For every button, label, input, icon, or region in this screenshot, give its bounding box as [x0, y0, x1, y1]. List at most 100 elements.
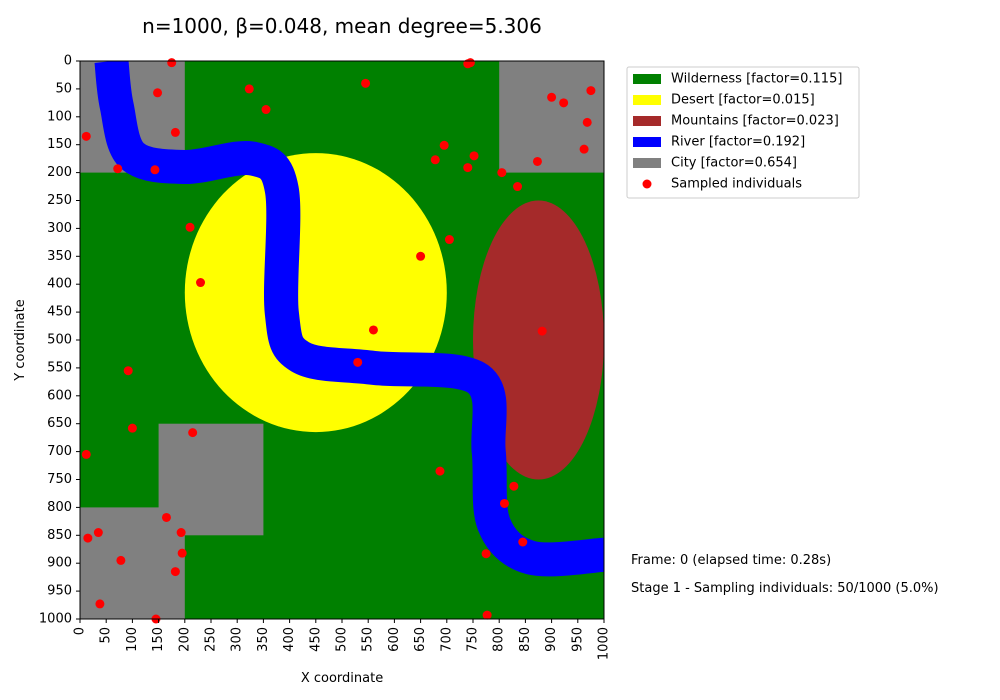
- y-tick-label: 250: [47, 193, 72, 208]
- x-tick-label: 700: [439, 627, 454, 652]
- sample-point-7: [261, 105, 271, 115]
- sample-point-27: [196, 278, 206, 288]
- sample-point-5: [153, 88, 163, 98]
- sample-point-17: [430, 155, 440, 165]
- legend-swatch-wilderness: [633, 74, 661, 84]
- y-tick-label: 900: [47, 556, 72, 571]
- y-tick-label: 650: [47, 416, 72, 431]
- y-tick-label: 0: [64, 54, 72, 69]
- sample-point-3: [463, 59, 473, 69]
- sample-point-49: [482, 610, 492, 620]
- sample-point-47: [95, 599, 105, 609]
- legend-label-points: Sampled individuals: [671, 177, 802, 192]
- sample-point-10: [586, 86, 596, 96]
- legend-label-wilderness: Wilderness [factor=0.115]: [671, 72, 842, 87]
- y-tick-label: 600: [47, 388, 72, 403]
- y-tick-label: 300: [47, 221, 72, 236]
- sample-point-37: [499, 498, 509, 508]
- sample-point-46: [170, 567, 180, 577]
- sample-point-35: [435, 466, 445, 476]
- sample-point-23: [513, 182, 523, 192]
- x-axis: 0 50 100 150 200 250 300 350 400 450 500 550 600 650 7…: [73, 619, 612, 660]
- sample-point-22: [532, 156, 542, 166]
- x-tick-label: 800: [492, 627, 507, 652]
- x-tick-label: 500: [335, 627, 350, 652]
- desert-region: [184, 153, 447, 433]
- stage-info: Stage 1 - Sampling individuals: 50/1000 …: [631, 581, 939, 596]
- sample-point-38: [161, 512, 171, 522]
- legend-swatch-desert: [633, 95, 661, 105]
- legend-label-river: River [factor=0.192]: [671, 135, 805, 150]
- sample-point-45: [116, 555, 126, 565]
- y-tick-label: 550: [47, 360, 72, 375]
- y-tick-label: 200: [47, 165, 72, 180]
- x-tick-label: 350: [256, 627, 271, 652]
- y-tick-label: 800: [47, 500, 72, 515]
- legend-label-mountains: Mountains [factor=0.023]: [671, 114, 839, 129]
- y-tick-label: 100: [47, 109, 72, 124]
- sampled-individuals: [81, 58, 596, 624]
- sample-point-25: [444, 235, 454, 245]
- x-tick-label: 850: [518, 627, 533, 652]
- sample-point-20: [150, 165, 160, 175]
- x-tick-label: 650: [413, 627, 428, 652]
- sample-point-39: [176, 528, 186, 538]
- sample-point-33: [188, 428, 198, 438]
- sample-point-28: [368, 325, 378, 335]
- sample-point-14: [439, 140, 449, 150]
- city-region-2: [499, 61, 604, 173]
- sample-point-16: [469, 151, 479, 161]
- legend: Wilderness [factor=0.115] Desert [factor=…: [626, 66, 860, 199]
- city-region-4: [80, 507, 185, 619]
- sample-point-18: [463, 163, 473, 173]
- y-tick-label: 400: [47, 277, 72, 292]
- x-tick-label: 400: [282, 627, 297, 652]
- x-tick-label: 150: [151, 627, 166, 652]
- x-tick-label: 250: [204, 627, 219, 652]
- y-axis-title: Y coordinate: [13, 299, 28, 381]
- sample-point-34: [81, 449, 91, 459]
- x-axis-title: X coordinate: [301, 671, 383, 686]
- y-tick-label: 350: [47, 249, 72, 264]
- x-tick-label: 550: [361, 627, 376, 652]
- y-tick-label: 1000: [39, 612, 72, 627]
- legend-marker-points: [642, 179, 652, 189]
- y-tick-label: 850: [47, 528, 72, 543]
- y-tick-label: 700: [47, 444, 72, 459]
- legend-frame: [626, 66, 860, 199]
- plot-frame: [79, 60, 605, 620]
- sample-point-9: [559, 98, 569, 108]
- sample-point-13: [582, 117, 592, 127]
- sample-point-40: [93, 528, 103, 538]
- x-tick-label: 200: [177, 627, 192, 652]
- sample-point-15: [579, 144, 589, 154]
- sample-point-26: [416, 251, 426, 261]
- y-tick-label: 50: [55, 81, 72, 96]
- y-axis: 0 50 100 150 200 250 300 350 400 450 500 550 600 650 7…: [39, 54, 80, 627]
- sample-point-19: [113, 164, 123, 174]
- y-tick-label: 450: [47, 305, 72, 320]
- sample-point-42: [518, 537, 528, 547]
- legend-swatch-city: [633, 158, 661, 168]
- sample-point-30: [353, 357, 363, 367]
- x-tick-label: 100: [125, 627, 140, 652]
- x-tick-label: 750: [466, 627, 481, 652]
- river-region: [94, 61, 604, 577]
- y-tick-label: 500: [47, 333, 72, 348]
- x-tick-label: 50: [99, 627, 114, 644]
- plot-area: [80, 58, 604, 624]
- sample-point-31: [123, 366, 133, 376]
- legend-swatch-river: [633, 137, 661, 147]
- y-tick-label: 750: [47, 472, 72, 487]
- legend-swatch-mountains: [633, 116, 661, 126]
- sample-point-24: [185, 222, 195, 232]
- sample-point-36: [509, 481, 519, 491]
- x-tick-label: 1000: [597, 627, 612, 660]
- legend-label-city: City [factor=0.654]: [671, 156, 797, 171]
- sample-point-8: [547, 92, 557, 102]
- legend-label-desert: Desert [factor=0.015]: [671, 93, 815, 108]
- y-tick-label: 150: [47, 137, 72, 152]
- frame-info: Frame: 0 (elapsed time: 0.28s): [631, 553, 831, 568]
- x-tick-label: 300: [230, 627, 245, 652]
